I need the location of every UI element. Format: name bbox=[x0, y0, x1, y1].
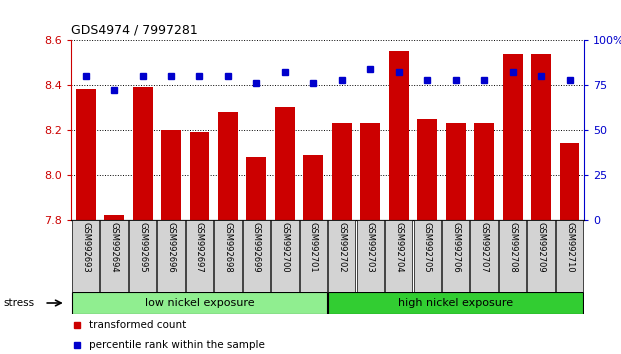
Bar bbox=[76, 90, 96, 220]
FancyBboxPatch shape bbox=[471, 220, 498, 292]
Bar bbox=[247, 157, 266, 220]
Bar bbox=[474, 123, 494, 220]
Text: GSM992710: GSM992710 bbox=[565, 222, 574, 273]
Text: GSM992700: GSM992700 bbox=[281, 222, 289, 273]
Text: GSM992702: GSM992702 bbox=[337, 222, 347, 273]
Text: GSM992705: GSM992705 bbox=[423, 222, 432, 273]
Bar bbox=[275, 108, 295, 220]
FancyBboxPatch shape bbox=[186, 220, 213, 292]
FancyBboxPatch shape bbox=[243, 220, 270, 292]
Text: GSM992693: GSM992693 bbox=[81, 222, 90, 273]
Bar bbox=[161, 130, 181, 220]
FancyBboxPatch shape bbox=[442, 220, 469, 292]
Bar bbox=[218, 112, 238, 220]
FancyBboxPatch shape bbox=[556, 220, 583, 292]
Bar bbox=[104, 216, 124, 220]
Text: GSM992695: GSM992695 bbox=[138, 222, 147, 273]
Bar bbox=[446, 123, 466, 220]
Bar bbox=[531, 53, 551, 220]
FancyBboxPatch shape bbox=[328, 220, 355, 292]
FancyBboxPatch shape bbox=[72, 220, 99, 292]
FancyBboxPatch shape bbox=[414, 220, 441, 292]
Bar bbox=[133, 87, 153, 220]
Text: GSM992698: GSM992698 bbox=[224, 222, 232, 273]
FancyBboxPatch shape bbox=[356, 220, 384, 292]
FancyBboxPatch shape bbox=[129, 220, 156, 292]
Text: GDS4974 / 7997281: GDS4974 / 7997281 bbox=[71, 23, 198, 36]
FancyBboxPatch shape bbox=[328, 292, 583, 314]
FancyBboxPatch shape bbox=[101, 220, 128, 292]
Text: GSM992707: GSM992707 bbox=[479, 222, 489, 273]
FancyBboxPatch shape bbox=[499, 220, 526, 292]
FancyBboxPatch shape bbox=[385, 220, 412, 292]
Bar bbox=[304, 155, 324, 220]
Text: GSM992697: GSM992697 bbox=[195, 222, 204, 273]
Text: GSM992704: GSM992704 bbox=[394, 222, 403, 273]
Text: GSM992709: GSM992709 bbox=[537, 222, 545, 273]
Bar bbox=[332, 123, 351, 220]
Bar bbox=[189, 132, 209, 220]
Text: transformed count: transformed count bbox=[89, 320, 186, 330]
Text: GSM992696: GSM992696 bbox=[166, 222, 176, 273]
Text: stress: stress bbox=[3, 298, 34, 308]
Text: low nickel exposure: low nickel exposure bbox=[145, 298, 255, 308]
Text: GSM992706: GSM992706 bbox=[451, 222, 460, 273]
Bar bbox=[389, 51, 409, 220]
FancyBboxPatch shape bbox=[214, 220, 242, 292]
Text: percentile rank within the sample: percentile rank within the sample bbox=[89, 340, 265, 350]
FancyBboxPatch shape bbox=[157, 220, 184, 292]
Bar bbox=[560, 143, 579, 220]
Text: GSM992694: GSM992694 bbox=[110, 222, 119, 273]
Text: GSM992699: GSM992699 bbox=[252, 222, 261, 273]
FancyBboxPatch shape bbox=[527, 220, 555, 292]
Text: high nickel exposure: high nickel exposure bbox=[398, 298, 513, 308]
Text: GSM992703: GSM992703 bbox=[366, 222, 374, 273]
Text: GSM992708: GSM992708 bbox=[508, 222, 517, 273]
FancyBboxPatch shape bbox=[300, 220, 327, 292]
Bar bbox=[360, 123, 380, 220]
FancyBboxPatch shape bbox=[271, 220, 299, 292]
Bar bbox=[417, 119, 437, 220]
Bar bbox=[502, 53, 522, 220]
FancyBboxPatch shape bbox=[72, 292, 327, 314]
Text: GSM992701: GSM992701 bbox=[309, 222, 318, 273]
